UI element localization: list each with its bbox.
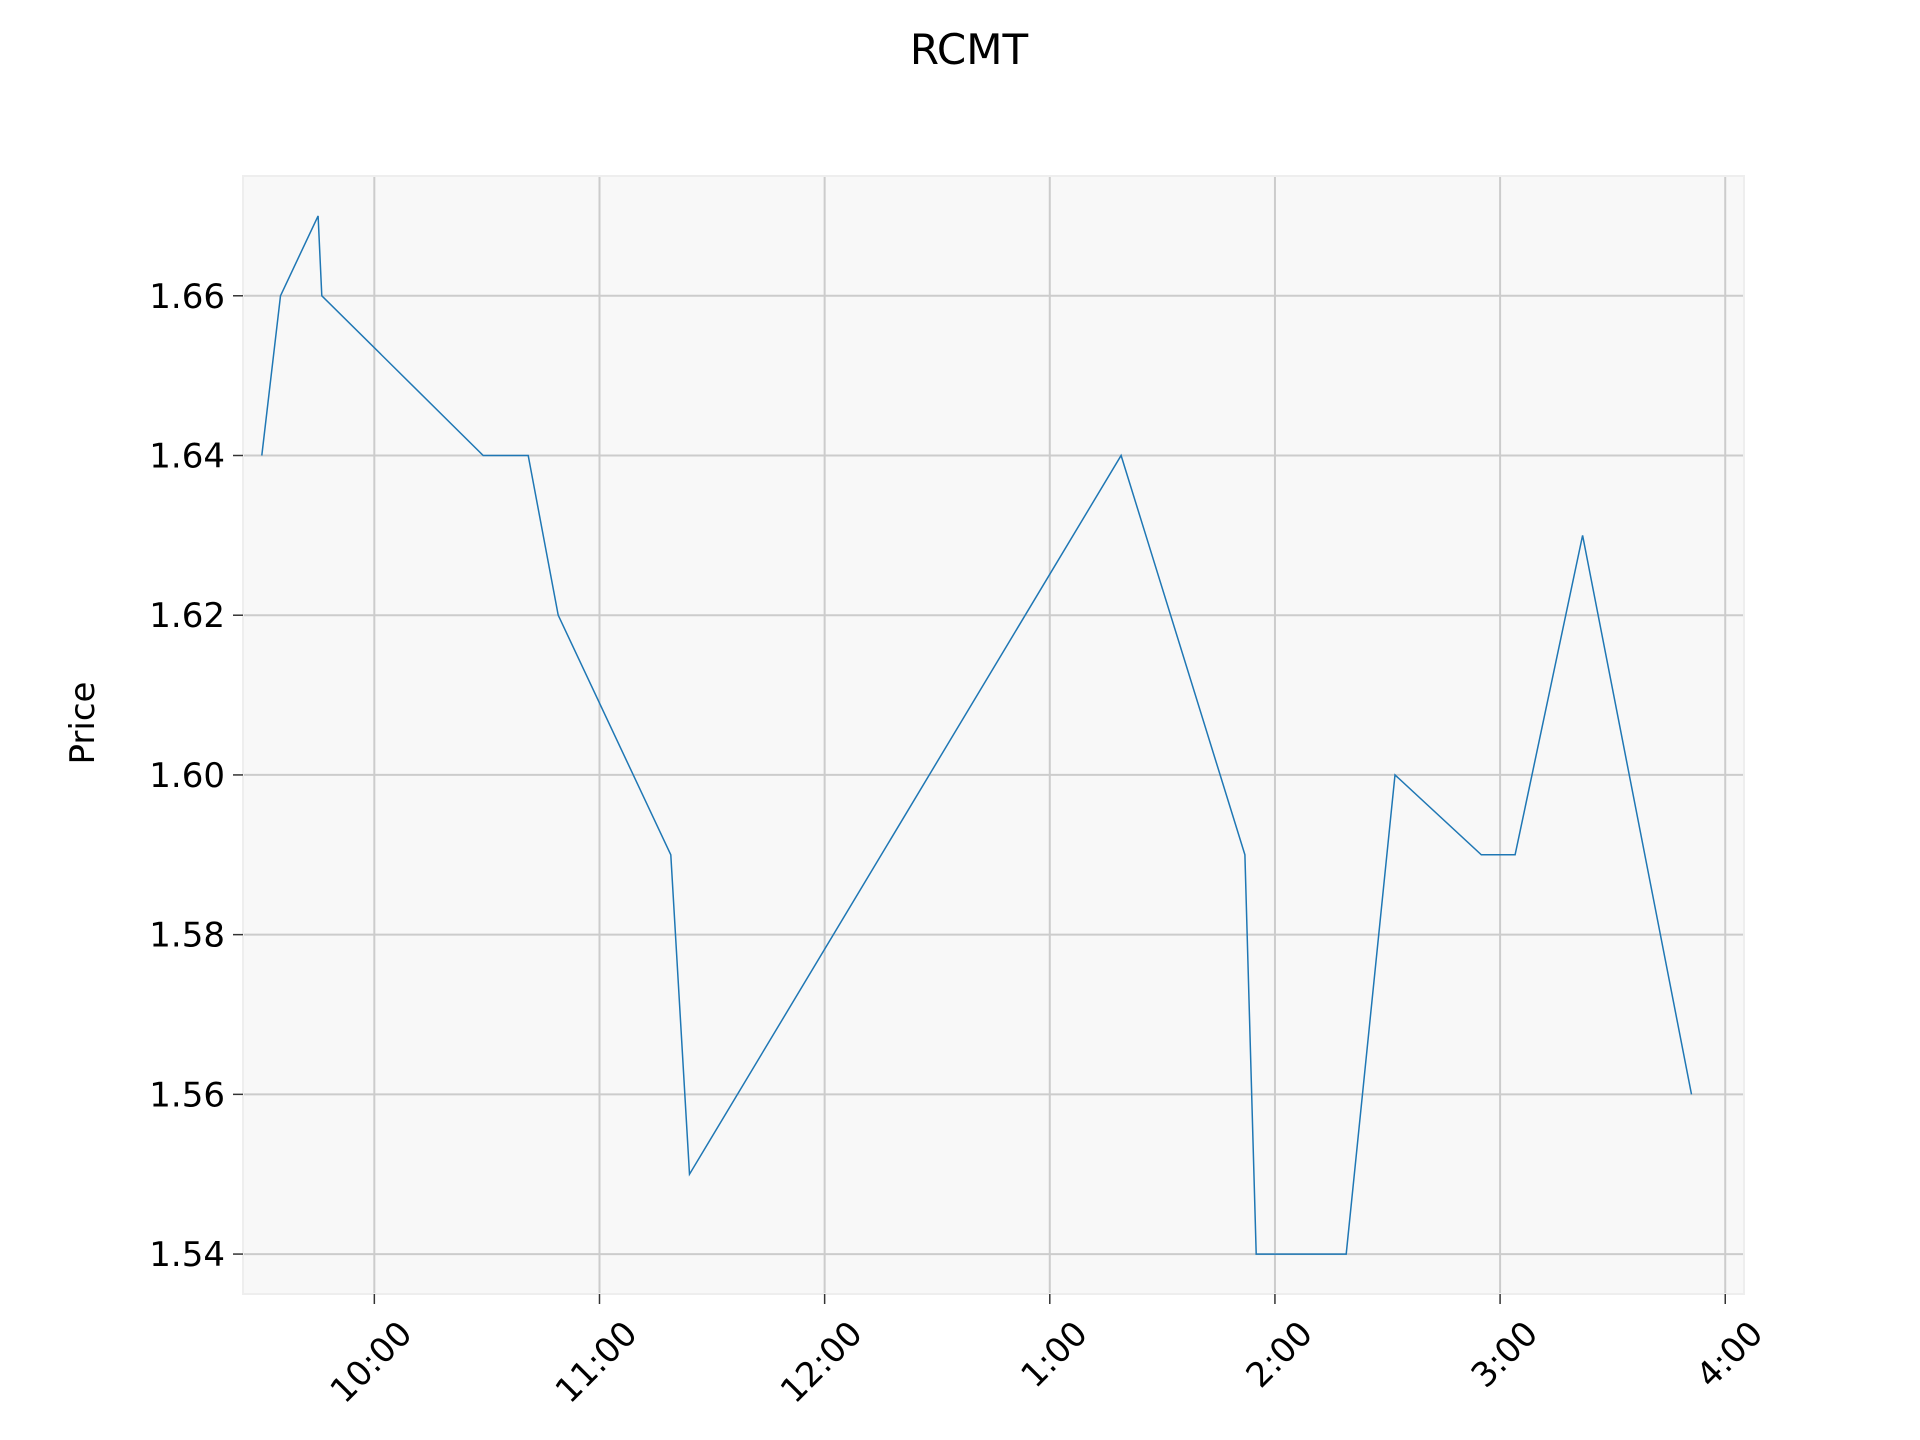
y-tick-label: 1.60 [149, 756, 225, 796]
y-tick-label: 1.64 [149, 437, 225, 477]
spines [242, 175, 1745, 1295]
x-tick-label: 2:00 [1239, 1314, 1321, 1396]
price-series-line [261, 215, 1693, 1255]
x-tick-label: 12:00 [773, 1314, 871, 1412]
plot-frame [242, 175, 1745, 1295]
grid [243, 176, 1744, 1294]
y-tick-label: 1.62 [149, 596, 225, 636]
chart-title: RCMT [910, 25, 1029, 74]
y-tick-label: 1.54 [149, 1235, 225, 1275]
y-tick-label: 1.66 [149, 277, 225, 317]
x-tick-label: 4:00 [1689, 1314, 1771, 1396]
series-layer [261, 215, 1693, 1255]
x-tick-label: 10:00 [323, 1314, 421, 1412]
x-tick-label: 11:00 [548, 1314, 646, 1412]
x-tick-label: 1:00 [1013, 1314, 1095, 1396]
y-tick-label: 1.58 [149, 916, 225, 956]
y-axis-label: Price [63, 682, 103, 765]
plot-area [243, 176, 1744, 1294]
x-tick-label: 3:00 [1464, 1314, 1546, 1396]
y-tick-label: 1.56 [149, 1075, 225, 1115]
